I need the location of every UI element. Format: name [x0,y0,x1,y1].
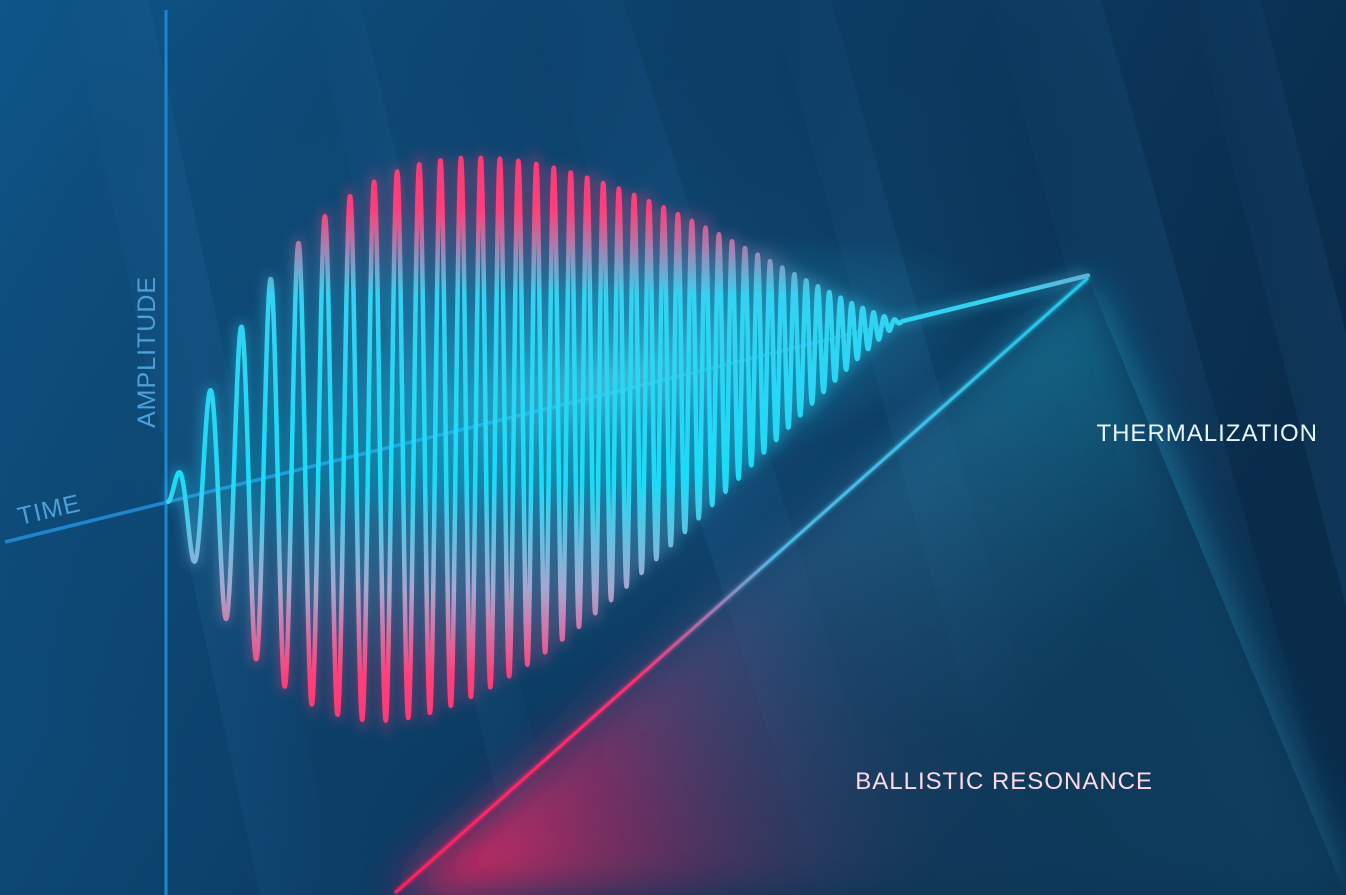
background-streak [1190,0,1346,607]
background-streak [991,0,1346,895]
amplitude-axis-label: AMPLITUDE [133,276,161,428]
ballistic-resonance-label: BALLISTIC RESONANCE [855,768,1153,795]
resonance-cone [395,278,1346,895]
thermalization-label: THERMALIZATION [1096,420,1318,447]
oscillation-wave [164,146,1091,740]
resonance-edge-line [394,276,1089,895]
